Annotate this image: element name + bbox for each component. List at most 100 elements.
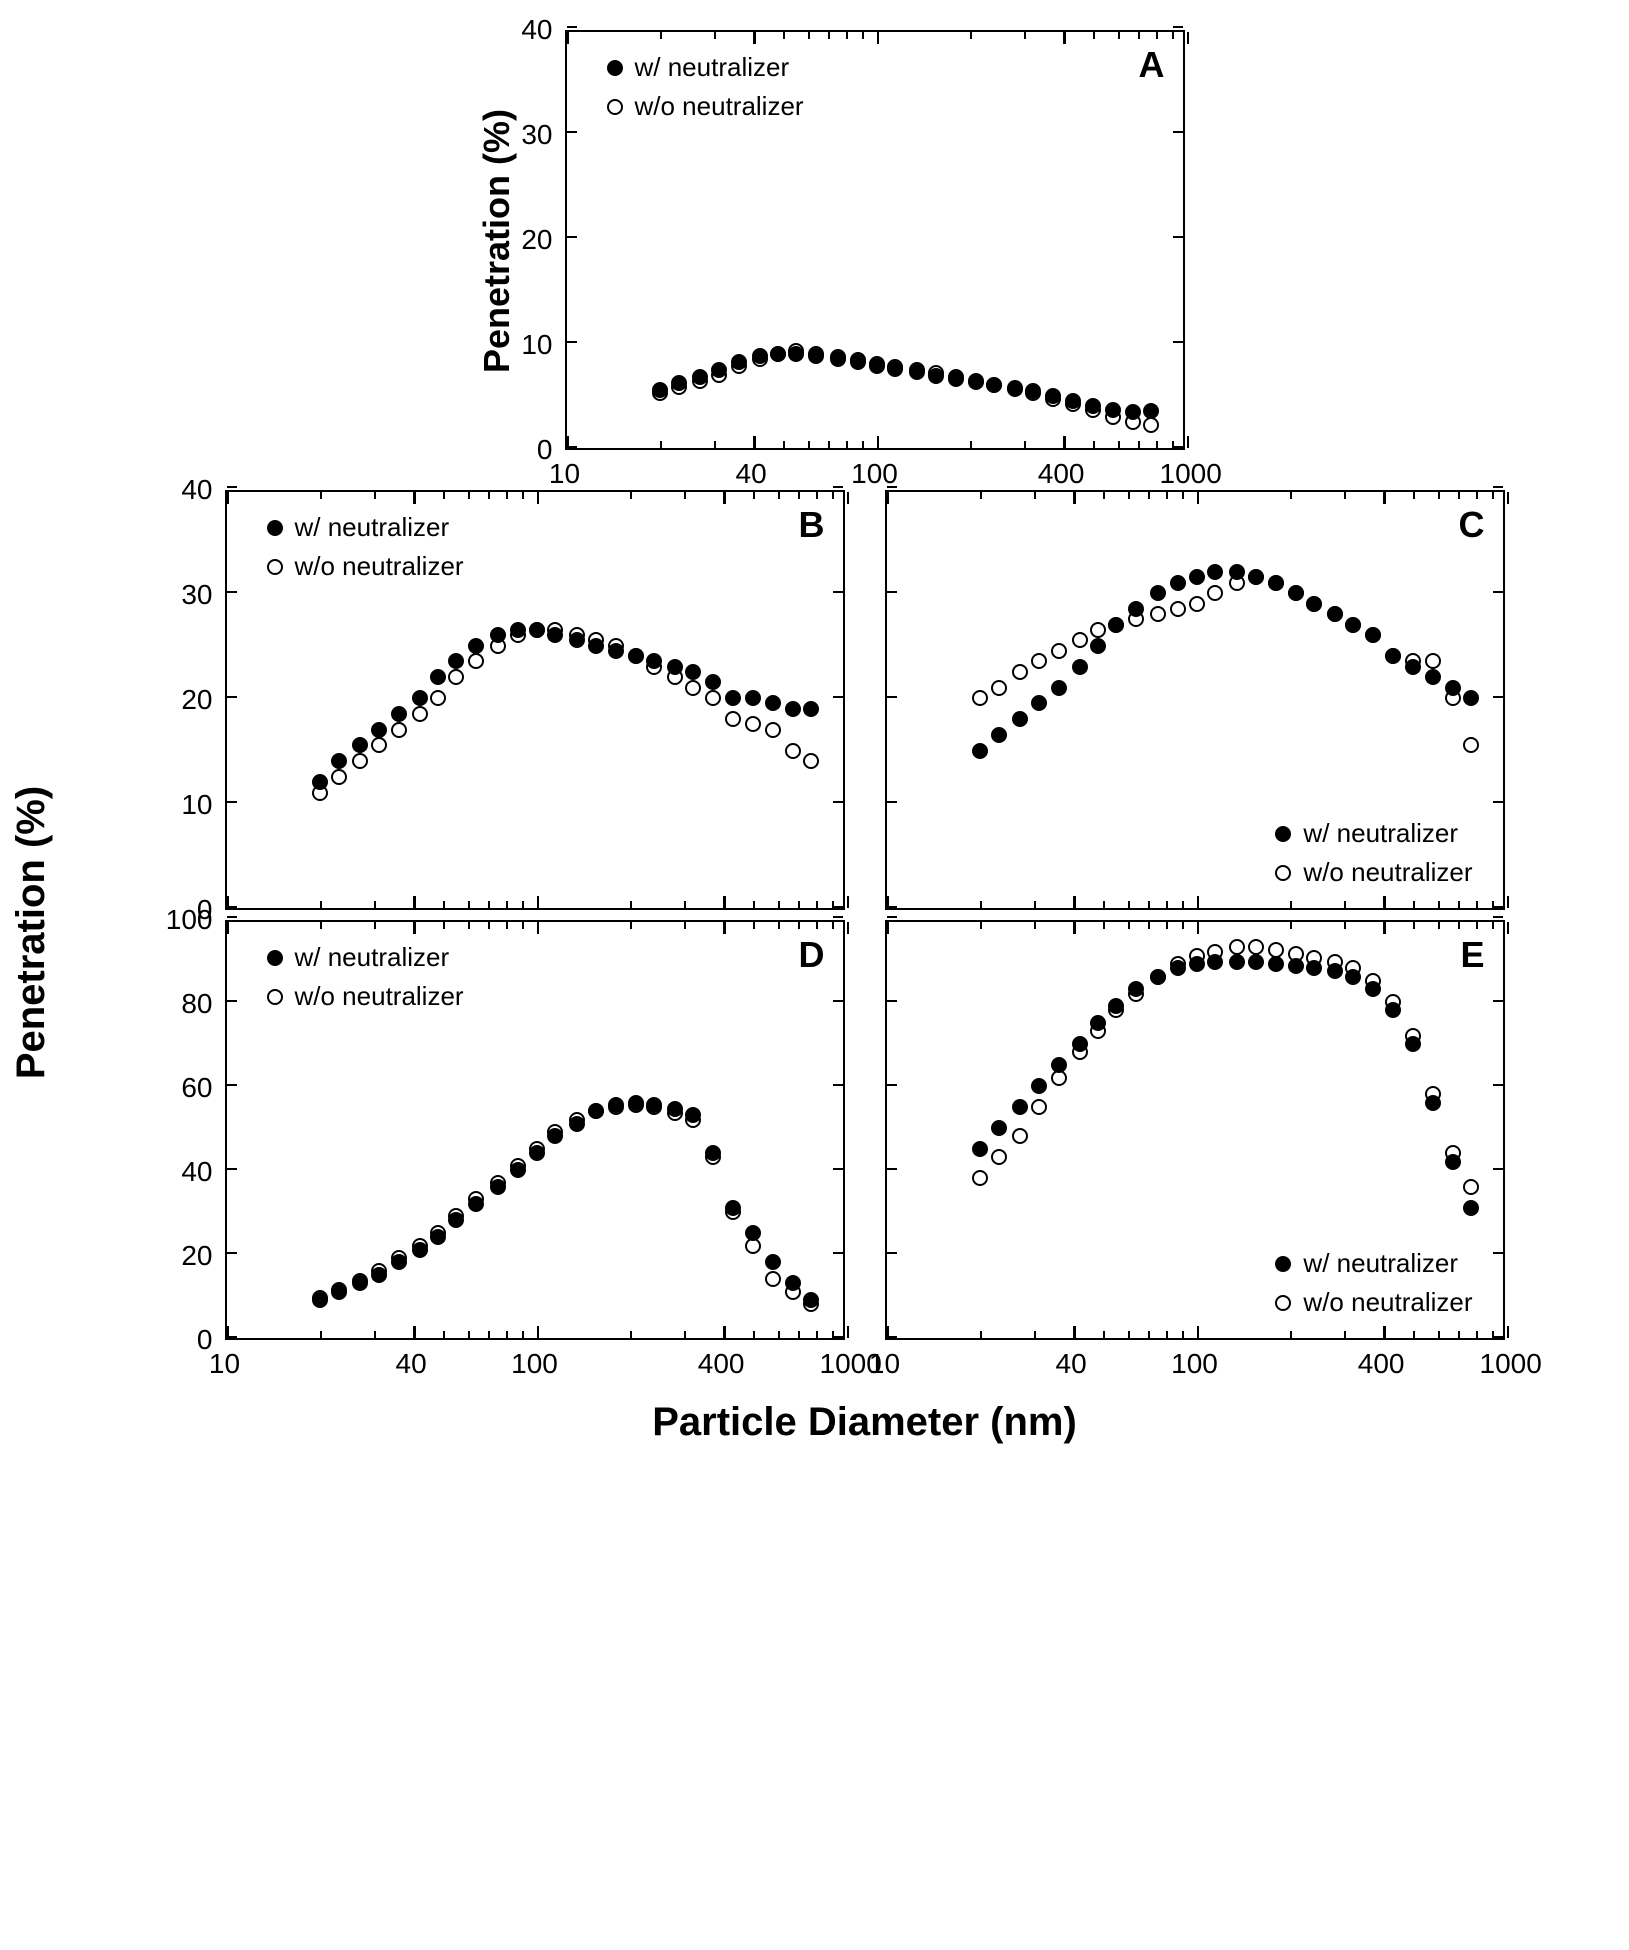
panel-letter: D [799, 934, 825, 976]
xtick-minor [1438, 901, 1440, 908]
data-point-filled [745, 690, 761, 706]
ytick-label: 30 [181, 579, 212, 611]
xtick-label: 40 [386, 1348, 436, 1380]
data-point-filled [1090, 638, 1106, 654]
legend-row-filled: w/ neutralizer [1275, 818, 1472, 849]
data-point-filled [1229, 564, 1245, 580]
xtick-minor [1118, 32, 1120, 39]
xtick-minor [443, 1331, 445, 1338]
data-point-open [1090, 622, 1106, 638]
data-point-filled [608, 643, 624, 659]
xtick-minor [1476, 901, 1478, 908]
panel-letter: B [799, 504, 825, 546]
xtick-minor [970, 441, 972, 448]
data-point-filled [628, 648, 644, 664]
ytick-label: 20 [181, 684, 212, 716]
xtick-minor [506, 922, 508, 929]
ytick [1493, 591, 1503, 594]
data-point-filled [1150, 969, 1166, 985]
legend: w/ neutralizer w/o neutralizer [1275, 1248, 1472, 1318]
shared-ylabel: Penetration (%) [9, 786, 54, 1079]
xtick-minor [522, 922, 524, 929]
xtick-minor [1128, 1331, 1130, 1338]
xtick [723, 1326, 726, 1338]
data-point-open [725, 711, 741, 727]
xtick-minor [1103, 922, 1105, 929]
xtick-minor [468, 492, 470, 499]
panel-D: D w/ neutralizer w/o neutralizer 0204060… [225, 920, 845, 1340]
xtick-minor [846, 441, 848, 448]
xtick-minor [980, 901, 982, 908]
data-point-filled [628, 1095, 644, 1111]
ytick [887, 916, 897, 919]
ytick [833, 696, 843, 699]
data-point-filled [412, 1242, 428, 1258]
xtick [413, 922, 416, 934]
xtick-minor [1103, 901, 1105, 908]
xtick [537, 896, 540, 908]
xtick [1073, 1326, 1076, 1338]
xtick-minor [374, 922, 376, 929]
data-point-filled [569, 1116, 585, 1132]
data-point-filled [1425, 1095, 1441, 1111]
ytick [833, 1168, 843, 1171]
data-point-filled [948, 371, 964, 387]
ytick [887, 1252, 897, 1255]
data-point-filled [928, 368, 944, 384]
ytick [1493, 696, 1503, 699]
xtick-minor [1138, 32, 1140, 39]
ytick [887, 1084, 897, 1087]
data-point-filled [1248, 569, 1264, 585]
data-point-filled [1327, 606, 1343, 622]
xtick [227, 492, 230, 504]
data-point-filled [1207, 954, 1223, 970]
plot-A: A w/ neutralizer w/o neutralizer [565, 30, 1185, 450]
data-point-filled [490, 1179, 506, 1195]
data-point-open [1031, 1099, 1047, 1115]
legend: w/ neutralizer w/o neutralizer [1275, 818, 1472, 888]
data-point-filled [1128, 981, 1144, 997]
data-point-filled [850, 354, 866, 370]
xtick-minor [1128, 492, 1130, 499]
xtick-minor [320, 922, 322, 929]
xtick [537, 492, 540, 504]
xtick-minor [862, 441, 864, 448]
xtick-minor [1172, 32, 1174, 39]
data-point-filled [331, 753, 347, 769]
data-point-filled [692, 369, 708, 385]
xtick-minor [1182, 901, 1184, 908]
legend-label-open: w/o neutralizer [295, 981, 464, 1012]
data-point-filled [1463, 1200, 1479, 1216]
data-point-filled [608, 1097, 624, 1113]
data-point-filled [1045, 388, 1061, 404]
data-point-open [1425, 653, 1441, 669]
data-point-filled [588, 638, 604, 654]
ytick [833, 916, 843, 919]
xtick [1197, 492, 1200, 504]
data-point-filled [1012, 1099, 1028, 1115]
ytick [833, 1000, 843, 1003]
data-point-open [1143, 417, 1159, 433]
xtick-minor [443, 492, 445, 499]
ytick [887, 1000, 897, 1003]
xtick-label: 40 [726, 458, 776, 490]
xtick-minor [783, 441, 785, 448]
data-point-filled [1108, 617, 1124, 633]
data-point-filled [1365, 981, 1381, 997]
data-point-filled [1072, 659, 1088, 675]
legend-label-open: w/o neutralizer [295, 551, 464, 582]
xtick [723, 492, 726, 504]
xtick-minor [1290, 922, 1292, 929]
ytick [227, 801, 237, 804]
data-point-filled [1288, 958, 1304, 974]
data-point-open [1268, 942, 1284, 958]
xtick [723, 896, 726, 908]
xtick [847, 922, 850, 934]
xtick [723, 922, 726, 934]
legend-row-filled: w/ neutralizer [267, 942, 464, 973]
xtick-minor [320, 901, 322, 908]
legend-row-open: w/o neutralizer [267, 551, 464, 582]
data-point-filled [1385, 648, 1401, 664]
legend-label-filled: w/ neutralizer [1303, 818, 1458, 849]
xtick-minor [1128, 922, 1130, 929]
